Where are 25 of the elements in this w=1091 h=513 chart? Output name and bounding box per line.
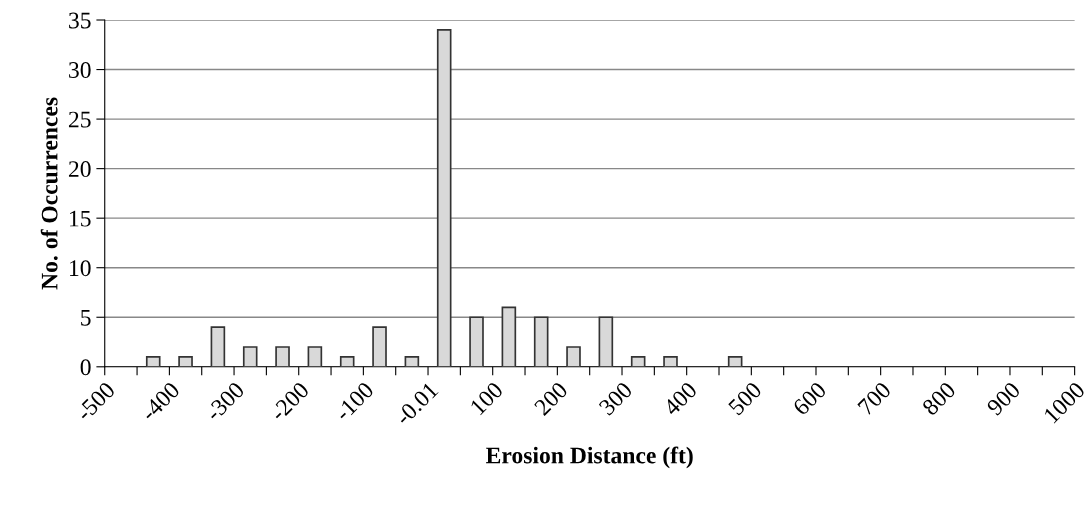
x-tick-label: -500 <box>75 381 116 422</box>
x-tick-label: -100 <box>333 381 375 422</box>
x-tick-label: 400 <box>662 381 698 417</box>
x-tick-label: 100 <box>469 381 504 416</box>
x-tick-label: -200 <box>269 381 310 422</box>
y-tick-label: 20 <box>68 161 91 178</box>
y-tick-label: 10 <box>70 260 91 277</box>
x-tick-label: -400 <box>139 381 181 422</box>
x-tick-label: 700 <box>857 381 892 416</box>
y-axis-title: No. of Occurrences <box>40 97 58 290</box>
y-tick-label: 5 <box>81 309 91 326</box>
x-tick-label: -300 <box>204 381 246 422</box>
x-axis-title: Erosion Distance (ft) <box>486 446 693 469</box>
x-tick-label: 500 <box>727 381 763 416</box>
y-tick-label: 35 <box>69 12 91 29</box>
x-tick-label: 200 <box>533 381 569 417</box>
x-tick-label: -0.01 <box>394 381 439 426</box>
y-tick-label: 15 <box>70 210 91 227</box>
x-tick-label: 300 <box>598 381 634 416</box>
x-tick-label: 900 <box>985 381 1022 417</box>
y-tick-label: 25 <box>68 111 91 128</box>
x-tick-label: 600 <box>792 381 828 417</box>
y-tick-label: 0 <box>80 359 91 376</box>
x-tick-label: 800 <box>921 381 957 417</box>
y-tick-label: 30 <box>69 62 91 78</box>
